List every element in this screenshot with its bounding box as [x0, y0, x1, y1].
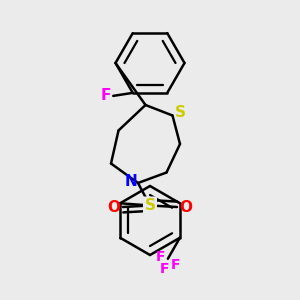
Text: O: O: [107, 200, 121, 214]
Text: S: S: [175, 105, 185, 120]
Text: F: F: [171, 258, 180, 272]
Text: F: F: [156, 250, 165, 264]
Text: F: F: [160, 262, 170, 276]
Text: O: O: [179, 200, 193, 214]
Text: N: N: [124, 174, 137, 189]
Text: F: F: [100, 88, 111, 104]
Text: S: S: [145, 198, 155, 213]
